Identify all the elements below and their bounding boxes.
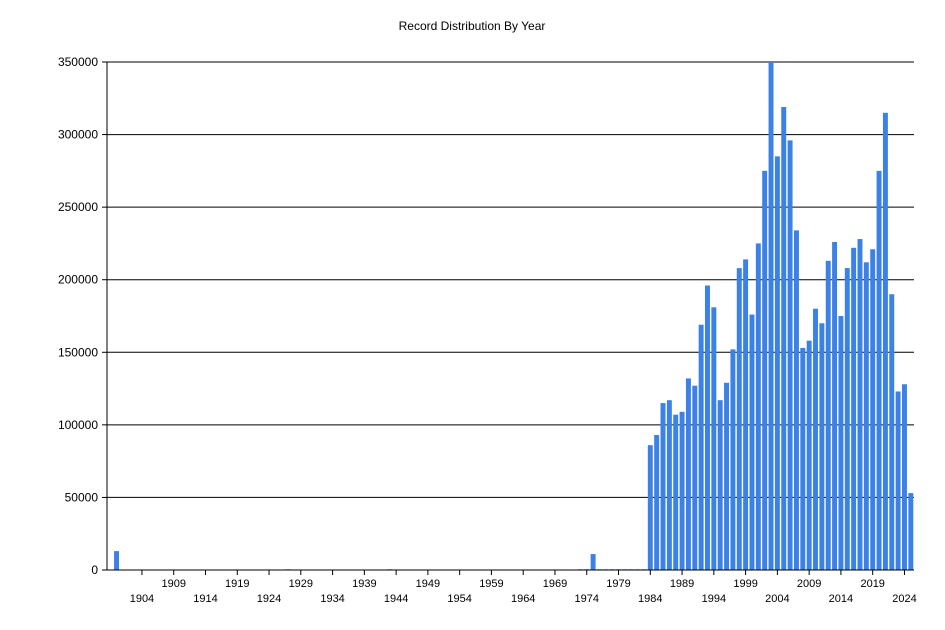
x-tick-label: 1984 xyxy=(638,593,662,605)
bar xyxy=(692,385,698,570)
y-tick-label: 50000 xyxy=(65,490,99,504)
bar xyxy=(838,316,844,570)
bar xyxy=(876,170,882,570)
bar xyxy=(781,106,787,570)
bar xyxy=(673,414,679,570)
bar xyxy=(819,323,825,570)
x-tick-label: 1954 xyxy=(447,593,471,605)
bar xyxy=(851,247,857,571)
x-tick-label: 2009 xyxy=(797,578,821,590)
x-tick-label: 2004 xyxy=(765,593,789,605)
bar xyxy=(724,382,730,570)
x-tick-label: 1999 xyxy=(733,578,757,590)
bar xyxy=(114,551,120,570)
x-tick-label: 2024 xyxy=(892,593,916,605)
y-tick-label: 300000 xyxy=(58,128,98,142)
y-tick-label: 200000 xyxy=(58,273,98,287)
bar xyxy=(660,403,666,570)
bar xyxy=(774,156,780,571)
x-tick-label: 1989 xyxy=(670,578,694,590)
x-tick-label: 1924 xyxy=(257,593,281,605)
bar xyxy=(863,262,869,570)
x-tick-label: 1919 xyxy=(225,578,249,590)
bar xyxy=(666,400,672,570)
y-axis-ticks: 0 50000 100000 150000 200000 250000 300000 3500… xyxy=(58,55,107,577)
y-tick-label: 100000 xyxy=(58,418,98,432)
bar xyxy=(787,140,793,570)
bar xyxy=(882,112,888,571)
x-tick-label: 1969 xyxy=(543,578,567,590)
bar xyxy=(730,349,736,570)
bar xyxy=(654,435,660,570)
y-tick-label: 150000 xyxy=(58,345,98,359)
bar xyxy=(889,294,895,570)
bar xyxy=(908,493,914,570)
bar xyxy=(825,260,831,570)
bar xyxy=(793,230,799,570)
bar xyxy=(870,249,876,570)
y-tick-label: 350000 xyxy=(58,55,98,69)
bar xyxy=(749,314,755,570)
bar xyxy=(857,239,863,570)
bars xyxy=(114,62,914,571)
bar xyxy=(832,241,838,570)
bar xyxy=(685,378,691,570)
x-tick-label: 1979 xyxy=(606,578,630,590)
x-tick-label: 1909 xyxy=(161,578,185,590)
x-tick-label: 1904 xyxy=(130,593,154,605)
bar xyxy=(762,170,768,570)
bar xyxy=(705,285,710,570)
x-tick-label: 2014 xyxy=(829,593,853,605)
x-tick-label: 1974 xyxy=(575,593,599,605)
bar xyxy=(743,259,749,570)
y-tick-label: 250000 xyxy=(58,200,98,214)
bar xyxy=(844,268,850,570)
gridlines xyxy=(107,61,914,498)
bar xyxy=(895,391,901,570)
x-tick-label: 1964 xyxy=(511,593,535,605)
y-tick-label: 0 xyxy=(91,563,98,577)
bar xyxy=(698,324,704,570)
bar xyxy=(590,554,596,570)
x-axis-ticks: 1909 1919 1929 1939 1949 1959 1969 1979 1989 1999… xyxy=(130,570,917,605)
bar xyxy=(806,340,812,570)
x-tick-label: 1959 xyxy=(479,578,503,590)
bar xyxy=(647,445,653,570)
x-tick-label: 1944 xyxy=(384,593,408,605)
x-tick-label: 1914 xyxy=(193,593,217,605)
x-tick-label: 1929 xyxy=(289,578,313,590)
bar xyxy=(800,347,806,570)
bar xyxy=(711,307,717,570)
bar xyxy=(901,384,907,570)
x-tick-label: 1949 xyxy=(416,578,440,590)
x-tick-label: 2019 xyxy=(860,578,884,590)
bar xyxy=(736,268,742,570)
chart-title: Record Distribution By Year xyxy=(399,19,546,33)
bar xyxy=(717,400,723,570)
x-tick-label: 1934 xyxy=(320,593,344,605)
x-tick-label: 1939 xyxy=(352,578,376,590)
bar xyxy=(813,308,818,570)
x-tick-label: 1994 xyxy=(702,593,726,605)
bar xyxy=(755,243,761,570)
bar xyxy=(768,62,774,570)
bar xyxy=(679,411,685,570)
axes xyxy=(106,62,914,571)
